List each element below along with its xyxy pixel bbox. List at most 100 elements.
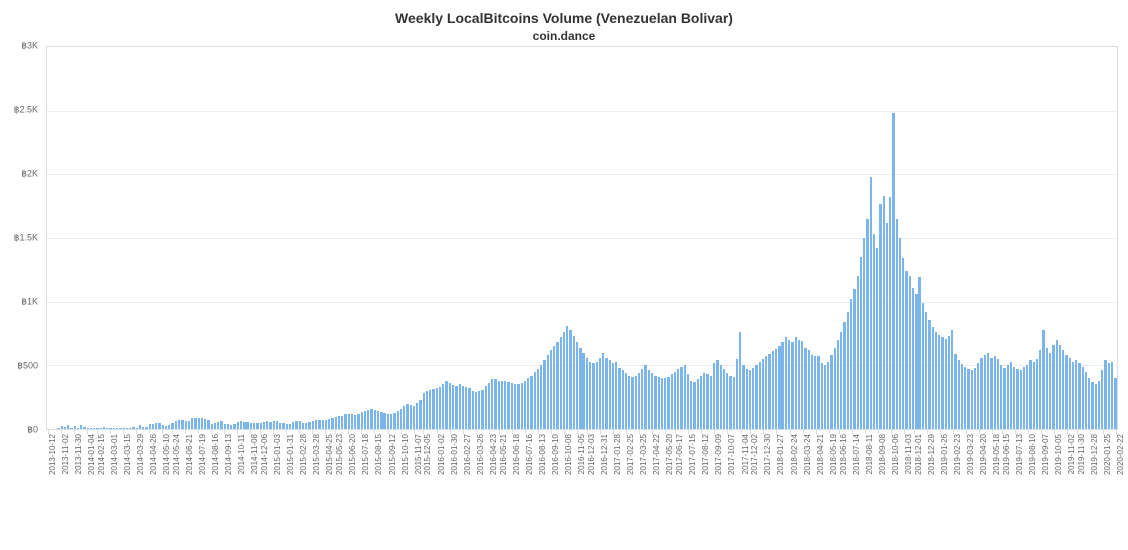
bar (733, 377, 735, 429)
bar (1095, 384, 1097, 429)
bar (253, 423, 255, 429)
bar (651, 373, 653, 429)
bar (318, 420, 320, 429)
bar (892, 113, 894, 429)
bar (909, 276, 911, 429)
bar (237, 422, 239, 429)
bar (638, 373, 640, 429)
bar (922, 303, 924, 429)
bar (390, 414, 392, 429)
x-tick-label: 2018-08-11 (865, 434, 874, 474)
bar (374, 410, 376, 429)
bar (1098, 381, 1100, 429)
bar (550, 350, 552, 429)
bar (772, 351, 774, 429)
bar (299, 421, 301, 429)
bar (990, 358, 992, 429)
bar (723, 369, 725, 429)
bar (814, 356, 816, 429)
bar (507, 382, 509, 429)
x-tick-label: 2014-08-16 (211, 434, 220, 475)
bar (808, 350, 810, 429)
bar (759, 362, 761, 429)
x-tick-label: 2017-12-30 (763, 434, 772, 475)
x-tick-label: 2017-08-12 (701, 434, 710, 475)
bar (1101, 370, 1103, 429)
bar (246, 422, 248, 429)
bar (648, 370, 650, 429)
bar (749, 370, 751, 429)
bar (514, 384, 516, 429)
bar (977, 363, 979, 429)
bar (674, 372, 676, 429)
bar (289, 424, 291, 429)
x-tick-label: 2014-03-15 (123, 434, 132, 475)
bar (997, 359, 999, 429)
y-tick-label: ฿3K (21, 41, 38, 52)
x-tick-label: 2017-03-25 (639, 434, 648, 475)
bar (896, 219, 898, 429)
y-tick-label: ฿2.5K (14, 105, 38, 116)
bar (576, 342, 578, 429)
bar (752, 368, 754, 429)
bar (233, 424, 235, 429)
bar (798, 340, 800, 429)
bar (397, 411, 399, 429)
x-tick-label: 2014-03-01 (110, 434, 119, 475)
bar (954, 354, 956, 429)
x-tick-label: 2019-05-18 (992, 434, 1001, 475)
bar (426, 391, 428, 429)
bar (667, 377, 669, 429)
bar (305, 423, 307, 429)
bar (1052, 345, 1054, 429)
bar (1042, 330, 1044, 429)
bar (1033, 362, 1035, 429)
bar (720, 365, 722, 429)
bar (1056, 340, 1058, 429)
y-tick-label: ฿0 (27, 425, 38, 436)
bar (543, 360, 545, 429)
bar (377, 411, 379, 429)
x-axis: 2013-10-122013-11-022013-11-302014-01-04… (46, 430, 1118, 550)
bar (351, 414, 353, 429)
x-tick-label: 2019-11-02 (1067, 434, 1076, 474)
bar (941, 337, 943, 429)
bar (765, 356, 767, 429)
bar (445, 381, 447, 429)
x-tick-label: 2016-09-10 (551, 434, 560, 475)
bar (439, 387, 441, 429)
y-tick-label: ฿1K (21, 297, 38, 308)
bar (530, 376, 532, 429)
bar (51, 429, 53, 430)
bar (974, 368, 976, 429)
bar (331, 418, 333, 429)
x-tick-label: 2016-03-26 (476, 434, 485, 475)
bar (834, 348, 836, 429)
bar (795, 337, 797, 429)
bar (618, 368, 620, 429)
x-tick-label: 2019-04-20 (979, 434, 988, 475)
bar (188, 421, 190, 429)
x-tick-label: 2015-08-15 (374, 434, 383, 475)
bar (325, 420, 327, 429)
bar (521, 383, 523, 429)
x-tick-label: 2016-12-31 (600, 434, 609, 475)
bar (256, 423, 258, 429)
bar (61, 426, 63, 429)
bar (697, 379, 699, 429)
bar (475, 392, 477, 429)
x-tick-label: 2019-03-23 (966, 434, 975, 475)
bar (113, 428, 115, 429)
bar (266, 421, 268, 429)
bar (824, 365, 826, 429)
bar (207, 420, 209, 429)
bar (165, 426, 167, 429)
x-tick-label: 2019-10-05 (1054, 434, 1063, 475)
bar (96, 428, 98, 429)
bar (547, 355, 549, 429)
chart-title: Weekly LocalBitcoins Volume (Venezuelan … (10, 10, 1118, 27)
bar (517, 384, 519, 429)
bar (419, 400, 421, 429)
bar (635, 376, 637, 429)
bar (185, 421, 187, 429)
